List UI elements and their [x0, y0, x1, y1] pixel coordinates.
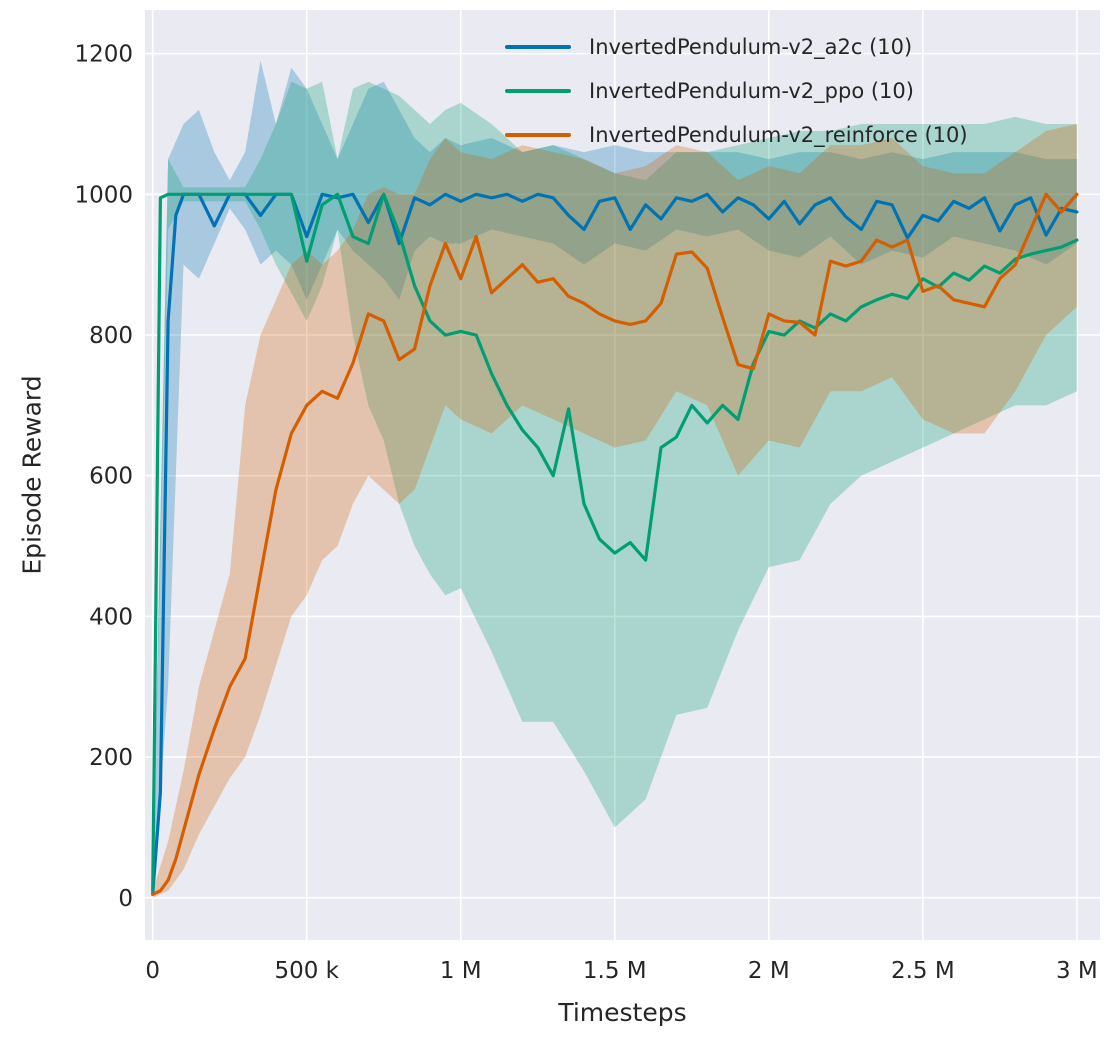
confidence-band	[152, 123, 1077, 898]
svg-text:400: 400	[89, 604, 133, 630]
svg-text:1200: 1200	[74, 42, 133, 68]
legend-label-ppo: InvertedPendulum-v2_ppo (10)	[589, 79, 914, 103]
svg-text:800: 800	[89, 323, 133, 349]
legend-line-swatch-a2c	[505, 45, 571, 49]
confidence-band	[152, 81, 1077, 898]
series-line	[151, 192, 1079, 896]
chart-legend: InvertedPendulum-v2_a2c (10) InvertedPen…	[505, 30, 968, 152]
svg-text:200: 200	[89, 745, 133, 771]
x-axis-title: Timesteps	[558, 998, 687, 1027]
legend-item-a2c: InvertedPendulum-v2_a2c (10)	[505, 30, 968, 64]
svg-text:1 M: 1 M	[440, 958, 482, 984]
svg-text:0: 0	[145, 958, 160, 984]
svg-text:2.5 M: 2.5 M	[891, 958, 955, 984]
svg-text:1000: 1000	[74, 182, 133, 208]
svg-text:2 M: 2 M	[748, 958, 790, 984]
svg-text:600: 600	[89, 464, 133, 490]
svg-text:500 k: 500 k	[274, 958, 339, 984]
legend-label-reinforce: InvertedPendulum-v2_reinforce (10)	[589, 123, 968, 147]
series-group	[151, 60, 1079, 898]
y-axis-title: Episode Reward	[17, 375, 47, 575]
confidence-band	[152, 60, 1077, 898]
legend-line-swatch-ppo	[505, 89, 571, 93]
svg-text:1.5 M: 1.5 M	[583, 958, 647, 984]
legend-item-ppo: InvertedPendulum-v2_ppo (10)	[505, 74, 968, 108]
legend-label-a2c: InvertedPendulum-v2_a2c (10)	[589, 35, 913, 59]
legend-item-reinforce: InvertedPendulum-v2_reinforce (10)	[505, 118, 968, 152]
svg-text:0: 0	[118, 886, 133, 912]
gridlines	[145, 10, 1100, 940]
series-line	[151, 192, 1079, 893]
tick-labels: 0 500 k 1 M 1.5 M 2 M 2.5 M 3 M 0 200 400 600 800 10…	[74, 42, 1097, 984]
legend-line-swatch-reinforce	[505, 133, 571, 137]
svg-text:3 M: 3 M	[1056, 958, 1098, 984]
